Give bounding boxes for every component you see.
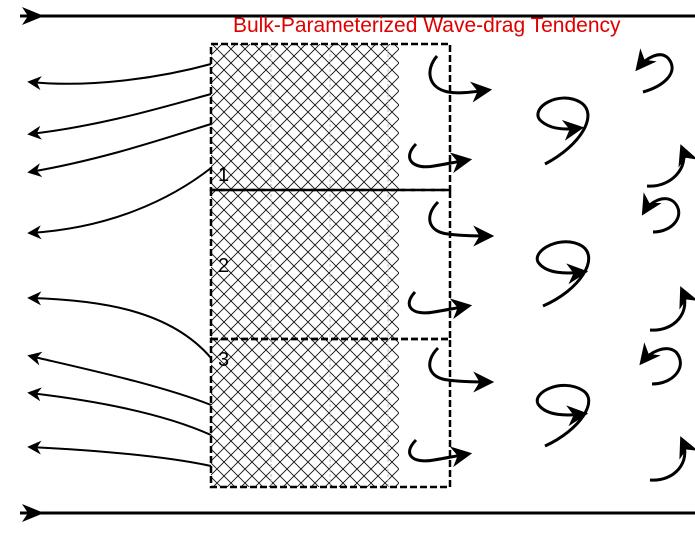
obstacle-hatched-region [211, 44, 399, 487]
eddy-swirl-icon [408, 438, 473, 468]
block-label-2: 2 [218, 255, 230, 277]
diagram-title: Bulk-Parameterized Wave-drag Tendency [233, 14, 621, 37]
streamline-4 [27, 167, 212, 240]
eddy-swirl-icon [407, 290, 473, 320]
block-3-outline [209, 337, 452, 489]
eddy-swirl-icon [646, 144, 695, 188]
streamline-8 [27, 440, 212, 467]
eddy-swirl-icon [535, 240, 591, 308]
bottom-boundary-arrowhead-icon [22, 504, 44, 522]
block-label-3: 3 [218, 349, 230, 371]
streamline-1 [27, 63, 212, 91]
eddy-swirl-icon [428, 346, 495, 393]
streamline-2 [27, 93, 212, 140]
block-2-outline [209, 188, 452, 341]
eddy-swirl-icon [649, 286, 695, 332]
eddy-swirl-icon [428, 55, 493, 103]
block-1-outline [209, 42, 452, 192]
eddy-swirl-icon [641, 192, 681, 234]
block-label-1: 1 [218, 164, 230, 186]
eddy-swirl-icon [536, 96, 590, 166]
streamline-7 [27, 387, 212, 436]
eddy-swirl-icon [535, 384, 591, 448]
top-boundary-arrowhead-icon [22, 7, 44, 25]
eddy-swirl-icon [649, 436, 695, 482]
eddy-swirl-icon [408, 142, 473, 174]
incoming-streamlines [27, 63, 212, 467]
streamline-3 [27, 123, 212, 178]
eddy-swirls [407, 48, 695, 482]
streamline-5 [27, 291, 212, 359]
streamline-6 [27, 351, 212, 406]
eddy-swirl-icon [635, 48, 674, 94]
eddy-swirl-icon [639, 342, 682, 386]
eddy-swirl-icon [428, 200, 495, 247]
